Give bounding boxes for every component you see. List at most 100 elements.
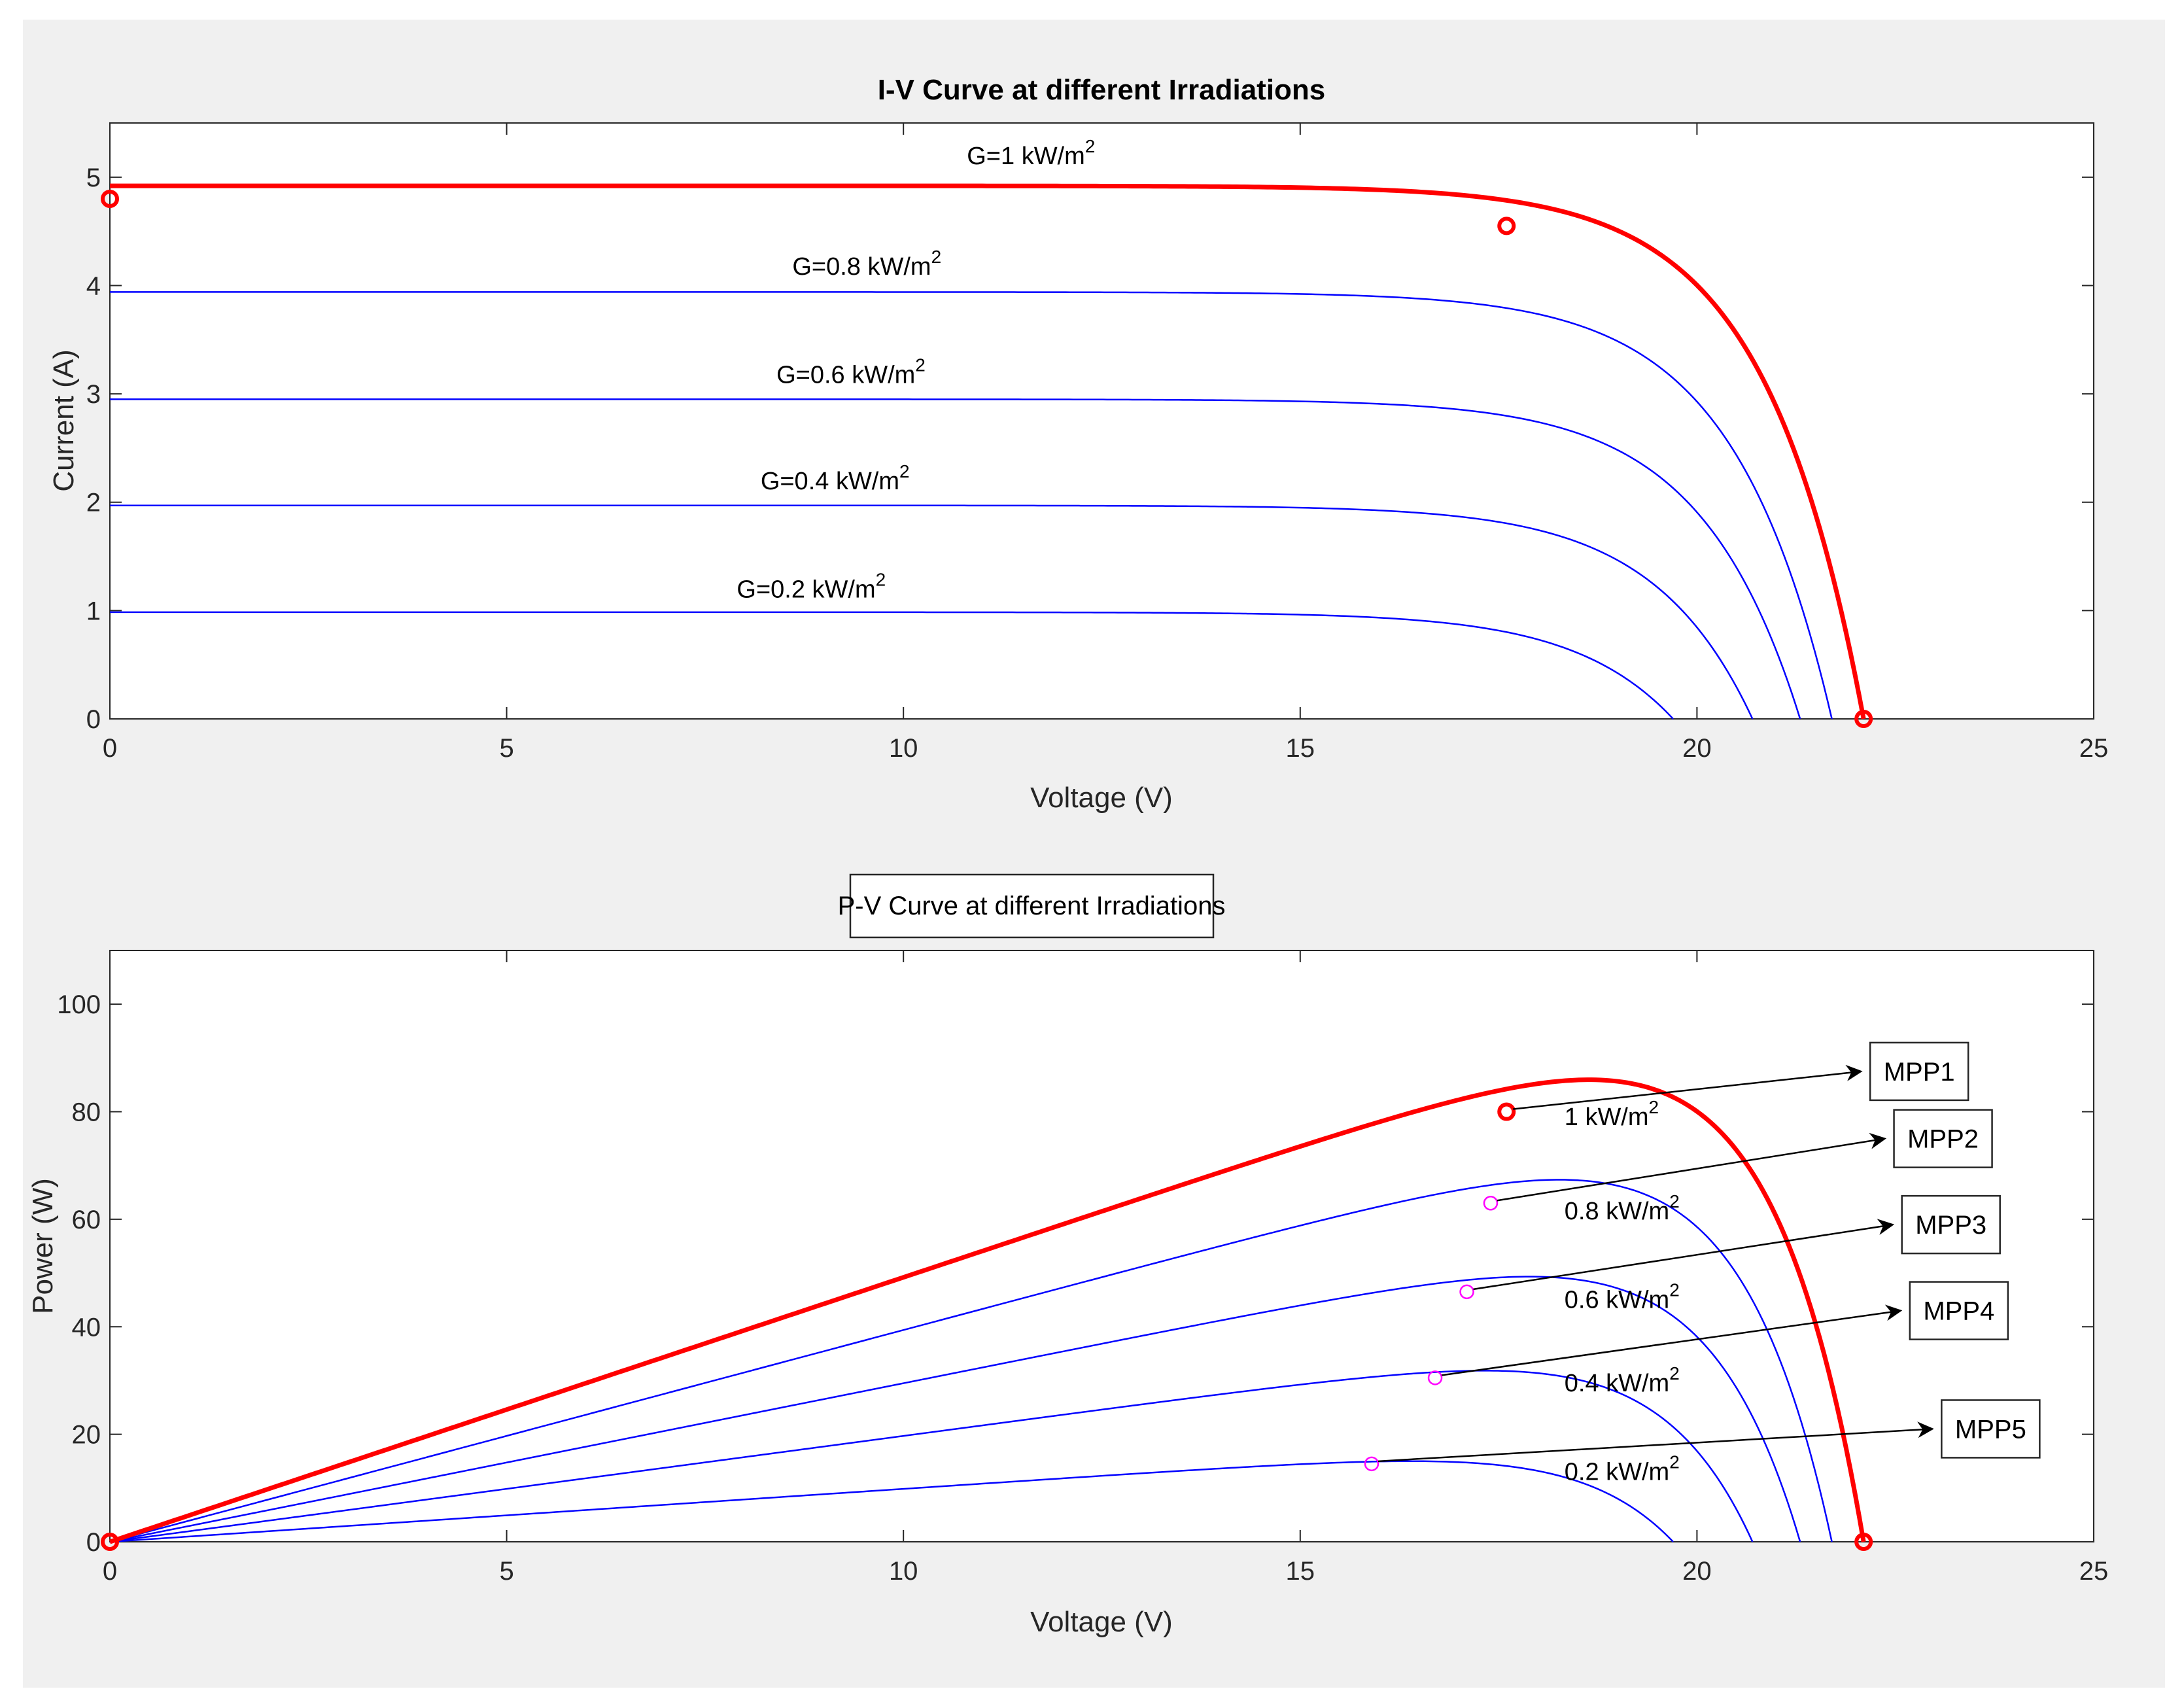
pv-series-label-text: 0.2 kW/m bbox=[1565, 1458, 1669, 1486]
iv-plot-area bbox=[109, 122, 2094, 720]
iv-series-label: G=0.4 kW/m2 bbox=[761, 461, 910, 495]
y-tick-label: 40 bbox=[72, 1313, 101, 1342]
y-tick-label: 80 bbox=[72, 1098, 101, 1127]
y-tick-label: 100 bbox=[57, 990, 101, 1019]
x-tick-label: 5 bbox=[499, 1557, 513, 1586]
x-tick-label: 20 bbox=[1682, 734, 1712, 763]
x-tick-label: 25 bbox=[2079, 1557, 2109, 1586]
pv-mpp-label: MPP4 bbox=[1923, 1297, 1994, 1326]
iv-series-label-sup: 2 bbox=[899, 461, 910, 481]
pv-mpp-box bbox=[1909, 1281, 2009, 1340]
pv-mpp-label: MPP5 bbox=[1955, 1415, 2026, 1444]
pv-mpp-marker bbox=[1364, 1456, 1379, 1472]
iv-series-label-text: G=1 kW/m bbox=[967, 143, 1085, 170]
pv-mpp-arrow bbox=[1378, 1421, 1934, 1463]
pv-mpp-marker bbox=[1497, 1102, 1516, 1121]
iv-series-line bbox=[110, 183, 1866, 720]
pv-mpp-arrow bbox=[1441, 1304, 1903, 1376]
iv-series-label: G=0.6 kW/m2 bbox=[776, 355, 926, 389]
iv-series-label-text: G=0.8 kW/m bbox=[792, 253, 931, 281]
iv-marker bbox=[1497, 217, 1516, 235]
iv-x-axis-label: Voltage (V) bbox=[1030, 782, 1173, 814]
pv-series-label: 0.2 kW/m2 bbox=[1565, 1452, 1680, 1486]
pv-series-label: 0.6 kW/m2 bbox=[1565, 1280, 1680, 1314]
y-tick-label: 5 bbox=[86, 164, 101, 192]
iv-series-label-text: G=0.2 kW/m bbox=[737, 576, 875, 603]
pv-series-label-sup: 2 bbox=[1649, 1097, 1659, 1117]
iv-series-label-sup: 2 bbox=[876, 569, 886, 589]
x-tick-label: 15 bbox=[1286, 734, 1315, 763]
pv-series-label-sup: 2 bbox=[1669, 1280, 1680, 1300]
pv-mpp-marker bbox=[1459, 1284, 1474, 1300]
pv-series-label: 0.4 kW/m2 bbox=[1565, 1363, 1680, 1397]
pv-marker bbox=[101, 1533, 119, 1551]
pv-plot-area bbox=[109, 950, 2094, 1542]
pv-mpp-label: MPP2 bbox=[1907, 1125, 1979, 1154]
iv-series-line bbox=[110, 504, 1754, 720]
y-tick-label: 3 bbox=[86, 380, 101, 409]
iv-marker bbox=[101, 189, 119, 208]
iv-series: G=1 kW/m2G=0.8 kW/m2G=0.6 kW/m2G=0.4 kW/… bbox=[101, 136, 1873, 728]
y-tick-label: 60 bbox=[72, 1206, 101, 1234]
pv-series-line bbox=[109, 1077, 1866, 1544]
pv-series-label-text: 0.6 kW/m bbox=[1565, 1287, 1669, 1314]
x-tick-label: 20 bbox=[1682, 1557, 1712, 1586]
pv-series-label: 0.8 kW/m2 bbox=[1565, 1191, 1680, 1225]
pv-mpp-box bbox=[1941, 1399, 2041, 1459]
pv-mpp-arrow bbox=[1497, 1132, 1887, 1202]
pv-series-label-sup: 2 bbox=[1669, 1452, 1680, 1472]
pv-series-label-text: 0.8 kW/m bbox=[1565, 1198, 1669, 1225]
y-tick-label: 0 bbox=[86, 1528, 101, 1557]
y-tick-label: 20 bbox=[72, 1421, 101, 1450]
pv-mpp-marker bbox=[1483, 1196, 1499, 1211]
iv-series-label-sup: 2 bbox=[915, 355, 926, 375]
pv-series-label-sup: 2 bbox=[1669, 1363, 1680, 1384]
pv-mpp-box bbox=[1869, 1041, 1969, 1102]
x-tick-label: 10 bbox=[889, 734, 918, 763]
pv-marker bbox=[1854, 1533, 1873, 1551]
x-tick-label: 5 bbox=[499, 734, 513, 763]
pv-series-label-text: 0.4 kW/m bbox=[1565, 1370, 1669, 1397]
y-tick-label: 0 bbox=[86, 705, 101, 734]
y-tick-label: 4 bbox=[86, 271, 101, 300]
x-tick-label: 10 bbox=[889, 1557, 918, 1586]
x-tick-label: 15 bbox=[1286, 1557, 1315, 1586]
iv-series-label-text: G=0.4 kW/m bbox=[761, 468, 899, 495]
x-tick-label: 25 bbox=[2079, 734, 2109, 763]
iv-chart: I-V Curve at different Irradiations Volt… bbox=[48, 74, 2108, 814]
pv-series-line bbox=[109, 1179, 1833, 1543]
pv-series-line bbox=[109, 1460, 1674, 1543]
iv-ticks: 0 5 10 15 20 25 0 1 2 3 4 5 bbox=[86, 123, 2109, 763]
pv-chart: P-V Curve at different Irradiations Volt… bbox=[27, 873, 2108, 1638]
pv-x-axis-label: Voltage (V) bbox=[1030, 1606, 1173, 1638]
pv-series-label-sup: 2 bbox=[1669, 1191, 1680, 1211]
iv-series-label: G=1 kW/m2 bbox=[967, 136, 1095, 170]
y-tick-label: 2 bbox=[86, 489, 101, 517]
pv-mpp-box bbox=[1901, 1194, 2001, 1255]
y-tick-label: 1 bbox=[86, 597, 101, 625]
pv-mpp-arrow bbox=[1513, 1064, 1863, 1110]
iv-series-label-sup: 2 bbox=[1085, 136, 1096, 156]
iv-series-line bbox=[110, 398, 1801, 720]
pv-mpp-box bbox=[1893, 1109, 1993, 1168]
iv-chart-title: I-V Curve at different Irradiations bbox=[878, 74, 1326, 106]
x-tick-label: 0 bbox=[103, 1557, 117, 1586]
pv-y-axis-label: Power (W) bbox=[27, 1178, 59, 1314]
pv-series-label-text: 1 kW/m bbox=[1565, 1104, 1649, 1131]
x-tick-label: 0 bbox=[103, 734, 117, 763]
iv-series-label-sup: 2 bbox=[931, 247, 942, 267]
pv-ticks: 0 5 10 15 20 25 0 20 40 60 80 100 bbox=[57, 950, 2108, 1586]
pv-chart-title: P-V Curve at different Irradiations bbox=[838, 892, 1226, 920]
iv-series-line bbox=[110, 611, 1674, 720]
pv-mpp-label: MPP3 bbox=[1915, 1211, 1986, 1240]
pv-mpp-arrow bbox=[1473, 1219, 1895, 1291]
iv-series-label: G=0.2 kW/m2 bbox=[737, 569, 886, 603]
pv-series-label: 1 kW/m2 bbox=[1565, 1097, 1659, 1131]
iv-series-label-text: G=0.6 kW/m bbox=[776, 362, 915, 389]
pv-mpp-marker bbox=[1427, 1370, 1443, 1385]
iv-series-line bbox=[110, 291, 1833, 720]
iv-y-axis-label: Current (A) bbox=[48, 349, 80, 492]
pv-series-line bbox=[109, 1276, 1801, 1543]
